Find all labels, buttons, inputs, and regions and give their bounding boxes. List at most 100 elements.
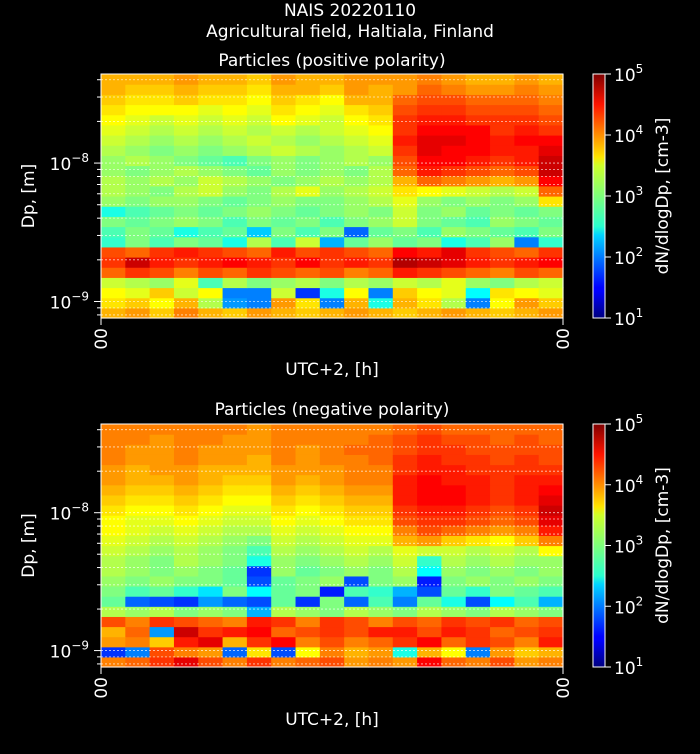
heatmap-cell — [222, 494, 248, 506]
heatmap-cell — [173, 297, 199, 309]
heatmap-cell — [101, 206, 126, 217]
heatmap-cell — [490, 535, 515, 547]
heatmap-cell — [392, 94, 418, 106]
heatmap-cell — [538, 267, 564, 278]
heatmap-cell — [514, 114, 540, 126]
heatmap-cell — [344, 267, 370, 278]
heatmap-cell — [246, 434, 272, 445]
heatmap-cell — [149, 287, 175, 299]
heatmap-cell — [514, 185, 540, 197]
heatmap-cell — [465, 155, 491, 167]
heatmap-cell — [173, 525, 199, 536]
heatmap-cell — [101, 646, 126, 658]
heatmap-cell — [490, 555, 515, 567]
heatmap-cell — [173, 226, 199, 238]
heatmap-cell — [344, 636, 370, 648]
heatmap-cell — [490, 586, 515, 597]
heatmap-cell — [295, 94, 321, 106]
heatmap-cell — [319, 656, 345, 668]
heatmap-cell — [344, 444, 370, 455]
heatmap-cell — [125, 114, 151, 126]
heatmap-cell — [417, 555, 443, 567]
heatmap-cell — [198, 145, 224, 156]
heatmap-cell — [538, 535, 564, 547]
y-axis-label: Dp, [m] — [19, 164, 39, 229]
y-tick-label: 10−9 — [50, 290, 89, 314]
heatmap-cell — [101, 454, 126, 466]
heatmap-cell — [101, 505, 126, 516]
heatmap-cell — [125, 444, 151, 455]
heatmap-cell — [271, 464, 297, 476]
heatmap-cell — [465, 545, 491, 557]
heatmap-cell — [514, 287, 540, 299]
heatmap-cell — [514, 236, 540, 248]
heatmap-cell — [246, 505, 272, 516]
heatmap-cell — [514, 636, 540, 648]
heatmap-cell — [246, 185, 272, 197]
heatmap-cell — [514, 565, 540, 577]
plot-frame — [100, 423, 564, 668]
heatmap-cell — [465, 124, 491, 136]
heatmap-cell — [441, 494, 467, 506]
colorbar-gradient — [592, 73, 606, 319]
heatmap-cell — [319, 494, 345, 506]
heatmap-cell — [490, 155, 515, 167]
heatmap-cell — [441, 535, 467, 547]
heatmap-cell — [222, 277, 248, 289]
heatmap-cell — [125, 525, 151, 536]
heatmap-cell — [514, 135, 540, 146]
heatmap-cell — [392, 226, 418, 238]
heatmap-cell — [344, 185, 370, 197]
heatmap-cell — [392, 114, 418, 126]
heatmap-cell — [246, 565, 272, 577]
heatmap-cell — [344, 216, 370, 228]
heatmap-cell — [538, 74, 564, 85]
heatmap-cell — [514, 616, 540, 628]
heatmap-cell — [173, 555, 199, 567]
heatmap-cell — [149, 606, 175, 617]
x-tick-label: 00 — [92, 328, 112, 350]
heatmap-cell — [149, 555, 175, 567]
heatmap-cell — [441, 196, 467, 207]
heatmap-cell — [125, 246, 151, 258]
heatmap-cell — [514, 104, 540, 116]
heatmap-cell — [222, 165, 248, 177]
heatmap-cell — [538, 104, 564, 116]
heatmap-cell — [295, 216, 321, 228]
heatmap-cell — [271, 656, 297, 668]
colorbar-tick-label: 105 — [614, 412, 643, 436]
heatmap-cell — [319, 586, 345, 597]
heatmap-cell — [295, 525, 321, 536]
heatmap-cell — [271, 545, 297, 557]
heatmap-cell — [514, 606, 540, 617]
heatmap-cell — [368, 185, 394, 197]
figure-title-line2: Agricultural field, Haltiala, Finland — [206, 22, 494, 42]
heatmap-cell — [538, 206, 564, 217]
heatmap-cell — [149, 444, 175, 455]
heatmap-cell — [173, 287, 199, 299]
heatmap-cell — [417, 575, 443, 587]
heatmap-cell — [101, 155, 126, 167]
heatmap-cell — [125, 474, 151, 486]
heatmap-cell — [368, 114, 394, 126]
heatmap-cell — [465, 646, 491, 658]
heatmap-cell — [514, 257, 540, 268]
heatmap-cell — [392, 155, 418, 167]
heatmap-cell — [222, 474, 248, 486]
heatmap-cell — [198, 525, 224, 536]
heatmap-cell — [465, 444, 491, 455]
heatmap-cell — [441, 484, 467, 496]
heatmap-cell — [344, 626, 370, 638]
heatmap-cell — [125, 145, 151, 156]
heatmap-cell — [344, 104, 370, 116]
heatmap-cell — [368, 424, 394, 435]
colorbar-tick-label: 103 — [614, 534, 643, 558]
heatmap-cell — [392, 307, 418, 319]
heatmap-cells — [101, 424, 564, 668]
heatmap-cell — [198, 84, 224, 95]
heatmap-cell — [344, 297, 370, 309]
heatmap-cell — [344, 236, 370, 248]
heatmap-cell — [368, 494, 394, 506]
heatmap-cell — [101, 267, 126, 278]
heatmap-cell — [198, 307, 224, 319]
